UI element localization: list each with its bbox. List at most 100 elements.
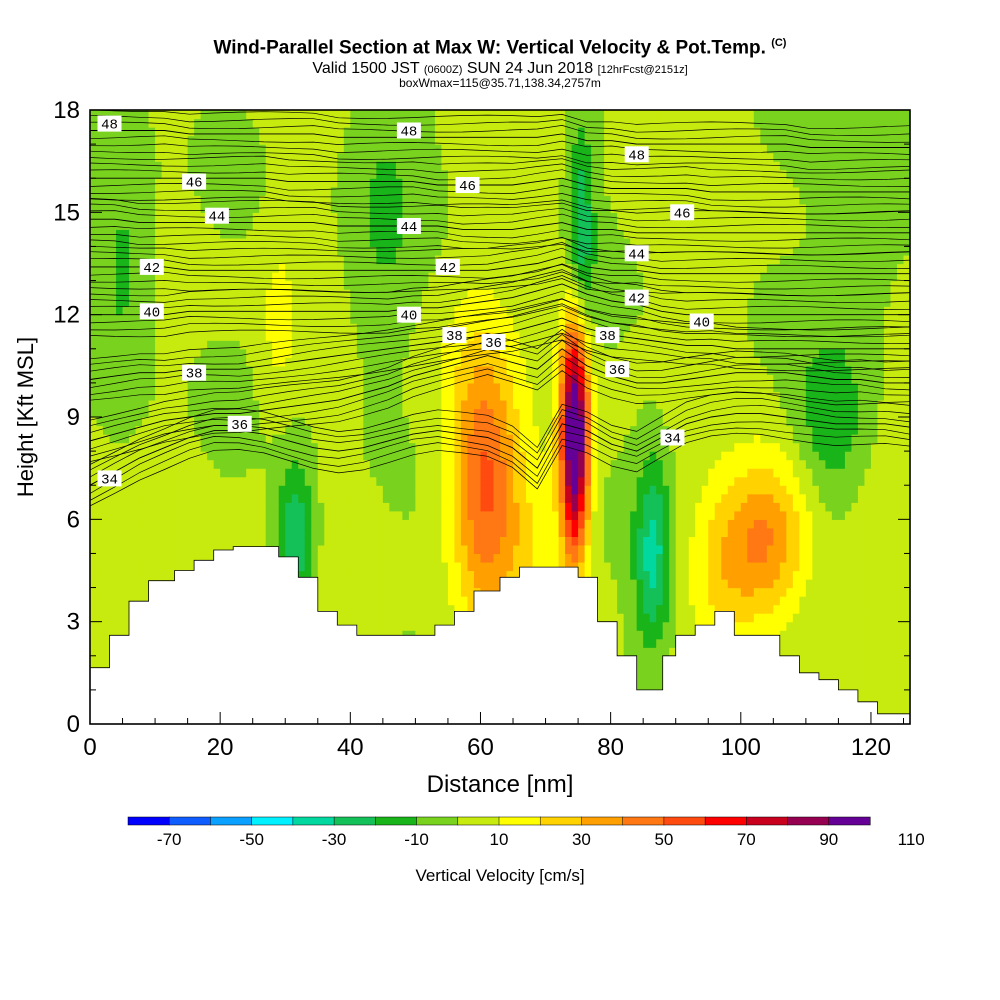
velocity-cell bbox=[304, 519, 312, 529]
velocity-cell bbox=[122, 434, 130, 444]
velocity-cell bbox=[493, 510, 501, 520]
velocity-cell bbox=[122, 527, 130, 537]
velocity-cell bbox=[428, 212, 436, 222]
velocity-cell bbox=[200, 331, 208, 341]
velocity-cell bbox=[441, 417, 449, 427]
velocity-cell bbox=[207, 289, 215, 299]
velocity-cell bbox=[519, 229, 527, 239]
velocity-cell bbox=[259, 229, 267, 239]
velocity-cell bbox=[395, 212, 403, 222]
velocity-cell bbox=[194, 161, 202, 171]
velocity-cell bbox=[161, 220, 169, 230]
velocity-cell bbox=[233, 186, 241, 196]
velocity-cell bbox=[415, 502, 423, 512]
velocity-cell bbox=[317, 579, 325, 589]
velocity-cell bbox=[467, 169, 475, 179]
velocity-cell bbox=[382, 459, 390, 469]
velocity-cell bbox=[493, 161, 501, 171]
velocity-cell bbox=[493, 254, 501, 265]
velocity-cell bbox=[311, 212, 319, 222]
velocity-cell bbox=[90, 110, 98, 120]
velocity-cell bbox=[395, 417, 403, 427]
velocity-cell bbox=[519, 408, 527, 418]
velocity-cell bbox=[233, 536, 241, 546]
velocity-cell bbox=[434, 348, 443, 358]
velocity-cell bbox=[363, 365, 371, 375]
velocity-cell bbox=[500, 178, 508, 188]
velocity-cell bbox=[135, 135, 143, 145]
velocity-cell bbox=[486, 493, 495, 503]
velocity-cell bbox=[402, 340, 410, 350]
velocity-cell bbox=[330, 323, 338, 333]
velocity-cell bbox=[526, 118, 534, 128]
velocity-cell bbox=[343, 544, 351, 555]
velocity-cell bbox=[350, 340, 358, 350]
velocity-cell bbox=[415, 195, 423, 205]
velocity-cell bbox=[226, 169, 234, 179]
velocity-cell bbox=[441, 527, 449, 537]
velocity-cell bbox=[467, 519, 475, 529]
velocity-cell bbox=[129, 527, 137, 537]
velocity-cell bbox=[181, 399, 189, 410]
velocity-cell bbox=[500, 110, 508, 120]
velocity-cell bbox=[356, 110, 364, 120]
velocity-cell bbox=[526, 365, 534, 375]
velocity-cell bbox=[129, 169, 137, 179]
velocity-cell bbox=[311, 391, 319, 401]
velocity-cell bbox=[330, 374, 338, 384]
velocity-cell bbox=[90, 272, 98, 282]
velocity-cell bbox=[532, 434, 540, 444]
velocity-cell bbox=[259, 289, 267, 299]
velocity-cell bbox=[343, 587, 351, 597]
velocity-cell bbox=[460, 434, 469, 444]
velocity-cell bbox=[441, 212, 449, 222]
velocity-cell bbox=[220, 229, 228, 239]
velocity-cell bbox=[298, 459, 306, 469]
velocity-cell bbox=[454, 289, 462, 299]
velocity-cell bbox=[285, 152, 293, 162]
velocity-cell bbox=[350, 570, 358, 580]
velocity-cell bbox=[467, 254, 475, 265]
velocity-cell bbox=[343, 417, 351, 427]
velocity-cell bbox=[493, 152, 501, 162]
velocity-cell bbox=[532, 536, 540, 546]
velocity-cell bbox=[129, 186, 137, 196]
velocity-cell bbox=[155, 127, 163, 137]
velocity-cell bbox=[187, 152, 195, 162]
velocity-cell bbox=[506, 468, 514, 478]
velocity-cell bbox=[116, 374, 124, 384]
velocity-cell bbox=[298, 544, 306, 555]
velocity-cell bbox=[454, 314, 462, 324]
velocity-cell bbox=[350, 485, 358, 495]
velocity-cell bbox=[389, 118, 397, 128]
velocity-cell bbox=[220, 536, 228, 546]
velocity-cell bbox=[109, 399, 117, 410]
velocity-cell bbox=[343, 570, 351, 580]
velocity-cell bbox=[363, 604, 371, 614]
velocity-cell bbox=[356, 306, 364, 316]
velocity-cell bbox=[142, 493, 150, 503]
velocity-cell bbox=[324, 570, 332, 580]
velocity-cell bbox=[389, 493, 397, 503]
velocity-cell bbox=[311, 263, 319, 273]
velocity-cell bbox=[460, 263, 469, 273]
velocity-cell bbox=[408, 485, 416, 495]
velocity-cell bbox=[363, 254, 371, 265]
velocity-cell bbox=[259, 135, 267, 145]
velocity-cell bbox=[285, 229, 293, 239]
velocity-cell bbox=[233, 229, 241, 239]
velocity-cell bbox=[142, 195, 150, 205]
velocity-cell bbox=[116, 161, 124, 171]
velocity-cell bbox=[116, 314, 124, 324]
velocity-cell bbox=[181, 502, 189, 512]
velocity-cell bbox=[174, 374, 182, 384]
velocity-cell bbox=[278, 306, 286, 316]
velocity-cell bbox=[532, 263, 540, 273]
velocity-cell bbox=[148, 434, 156, 444]
velocity-cell bbox=[526, 195, 534, 205]
velocity-cell bbox=[265, 161, 273, 171]
velocity-cell bbox=[103, 314, 111, 324]
velocity-cell bbox=[526, 212, 534, 222]
velocity-cell bbox=[187, 314, 195, 324]
velocity-cell bbox=[109, 570, 117, 580]
